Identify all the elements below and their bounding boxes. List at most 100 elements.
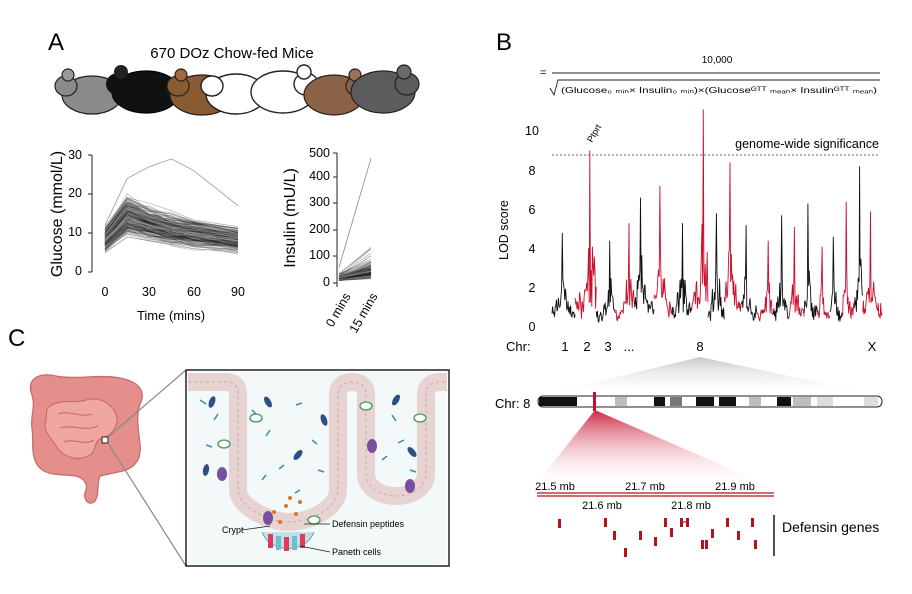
glucose-trajectory [104,219,239,243]
insulin-trajectory [338,271,372,279]
lod-trace-chr-9 [707,213,725,321]
glucose-trajectory [104,227,239,247]
lod-ytick: 2 [529,281,536,295]
mouse-dark-grey-icon [350,64,420,114]
glucose-trajectory [104,220,239,245]
mb-axis: 21.5 mb 21.7 mb 21.9 mb 21.6 mb 21.8 mb [535,481,774,512]
insulin-ytick: 300 [309,195,330,209]
insulin-trajectory [338,273,372,279]
gene-mark [705,540,708,549]
glucose-trajectory [104,197,239,230]
gene-mark [654,537,657,546]
chr-tick: X [868,339,877,354]
insulin-trajectory [338,272,372,281]
glucose-xtick: 90 [231,285,245,299]
lod-trace-chr-7 [671,223,692,319]
gene-mark [751,518,754,527]
chr8-label: Chr: 8 [495,396,530,411]
insulin-trajectory [338,267,372,279]
glucose-trajectory [104,204,239,237]
lod-trace-chr-8 [691,109,709,311]
mb-tick: 21.6 mb [582,500,622,512]
insulin-trajectory [338,270,372,277]
mice-illustration [54,64,420,116]
lod-trace-chr-18 [842,201,855,319]
glucose-trajectory [104,198,239,235]
glucose-trajectory [104,206,239,236]
insulin-trajectory [338,248,372,278]
glucose-trajectory [104,229,239,250]
lod-trace-chr-1 [551,232,576,318]
glucose-trajectory [104,211,239,238]
glucose-trajectories [104,158,239,255]
glucose-trajectory [104,201,239,238]
lod-ytick: 8 [529,164,536,178]
gene-mark [604,518,607,527]
insulin-ytick: 0 [323,275,330,289]
insulin-trajectory [338,261,372,275]
glucose-ytick: 0 [75,264,82,278]
glucose-y-ticks: 0 10 20 30 [68,148,92,278]
lod-trace-chr-2 [574,150,597,319]
lod-trace-chr-4 [615,223,636,322]
glucose-trajectory [104,201,239,233]
glucose-trajectory [104,203,239,236]
lod-trace-chr-19 [853,166,864,312]
glucose-ytick: 10 [68,225,82,239]
glucose-trajectory [104,217,239,244]
mb-tick: 21.7 mb [625,481,665,493]
zoom-line-bottom [107,442,187,567]
insulin-trajectory [338,248,372,275]
glucose-trajectory [104,212,239,245]
glucose-trajectory [104,226,239,247]
chr-tick: 1 [561,339,568,354]
sqrt-icon [549,79,880,97]
lod-trace-chr-11 [741,225,759,322]
insulin-sensitivity-formula: = 10,000 (Glucose₀ ₘᵢₙ× Insulin₀ ₘᵢₙ)×(G… [540,55,880,97]
glucose-trajectory [104,226,239,247]
mouse-white-icon [200,73,267,115]
glucose-xtick: 0 [102,285,109,299]
lod-trace-chr-6 [653,185,673,318]
chr8-zoom-wedge [538,357,882,396]
lod-trace-chr-14 [788,226,805,319]
lod-ylabel: LOD score [497,200,511,260]
glucose-xtick: 30 [142,285,156,299]
formula-equals: = [540,67,546,79]
mice-title: 670 DOz Chow-fed Mice [150,45,313,62]
gene-mark [726,518,729,527]
chr8-ideogram [537,392,883,411]
glucose-trajectory [104,230,239,246]
formula-numerator: 10,000 [702,55,733,66]
mb-tick: 21.9 mb [715,481,755,493]
glucose-trajectory [104,222,239,248]
gene-mark [686,518,689,527]
glucose-ytick: 20 [68,186,82,200]
insulin-series-line [338,158,372,268]
gene-mark [624,548,627,557]
panel-a-label: A [48,29,64,56]
mb-tick: 21.5 mb [535,481,575,493]
glucose-trajectory [104,232,239,251]
lod-trace-chr-X [862,211,883,319]
insulin-trajectory [338,274,372,280]
lod-trace-chr-12 [757,240,774,323]
mb-tick: 21.8 mb [671,500,711,512]
insulin-trajectory [338,265,372,277]
insulin-trajectory [338,260,372,275]
glucose-trajectory [104,230,239,250]
ptprt-gene-label: Ptprt [585,122,603,144]
glucose-trajectory [104,204,239,241]
glucose-trajectory [104,201,239,233]
insulin-ylabel: Insulin (mU/L) [282,168,299,268]
gene-mark [639,531,642,540]
gene-mark [558,519,561,528]
intestine-icon [30,374,143,504]
insulin-series-line [338,270,372,279]
glucose-xlabel: Time (mins) [137,308,205,323]
insulin-trajectory [338,267,372,277]
panel-c-label: C [8,325,25,352]
gene-mark [701,540,704,549]
lod-trace-chr-13 [772,215,790,321]
